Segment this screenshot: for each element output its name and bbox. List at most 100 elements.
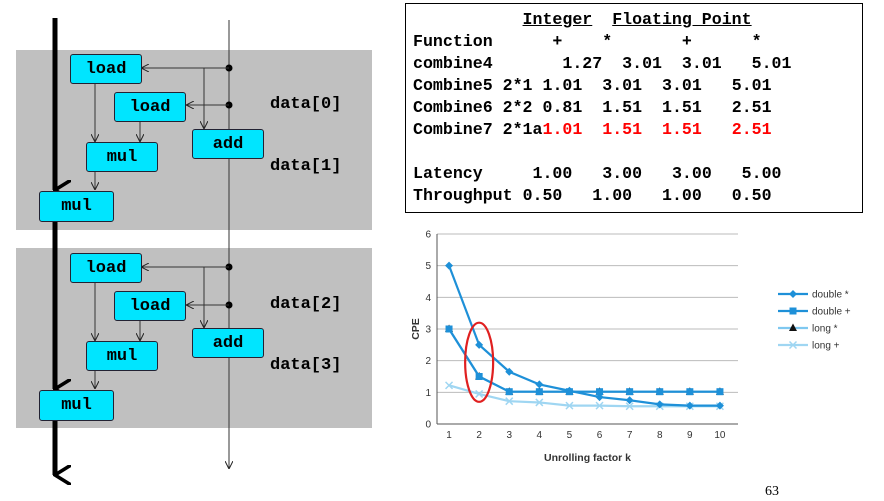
- y-tick-label: 3: [425, 325, 431, 336]
- cell: 1.51: [662, 98, 702, 117]
- x-tick-label: 10: [714, 430, 726, 441]
- diagram-lines: [16, 18, 372, 501]
- table-row: combine4 1.27 3.01 3.01 5.01: [413, 54, 791, 73]
- page-number: 63: [765, 484, 779, 499]
- x-tick-label: 3: [506, 430, 512, 441]
- data-point-double: [715, 401, 724, 410]
- data-point-double: [625, 396, 634, 405]
- data-point-double: [685, 401, 694, 410]
- cell: 1.51: [662, 120, 702, 139]
- cell: 5.01: [751, 54, 792, 73]
- header-fp-add: +: [681, 32, 692, 51]
- data-point-long: [445, 381, 454, 390]
- data-point-double: [505, 388, 513, 396]
- data-point-double: [535, 388, 543, 396]
- cell: 5.00: [741, 164, 782, 183]
- data-point-double: [655, 400, 664, 409]
- load-op-box: load: [114, 291, 186, 321]
- header-function: Function: [413, 32, 493, 51]
- data-point-long: [595, 401, 604, 410]
- data-point-long: [535, 398, 544, 407]
- throughput-row: Throughput 0.50 1.00 1.00 0.50: [413, 186, 772, 205]
- data-point-long: [475, 389, 484, 398]
- y-tick-label: 1: [425, 388, 431, 399]
- x-tick-label: 2: [476, 430, 482, 441]
- cell: 3.01: [602, 76, 643, 95]
- x-tick-label: 4: [537, 430, 543, 441]
- cell: 2.51: [731, 98, 772, 117]
- table-row-highlighted: Combine7 2*1a1.01 1.51 1.51 2.51: [413, 120, 772, 139]
- data-point-double: [595, 393, 604, 402]
- y-tick-label: 2: [425, 356, 431, 367]
- load-op-box: load: [114, 92, 186, 122]
- dataflow-diagram: load load add mul mul load load add mul …: [0, 0, 400, 501]
- cell: 1.00: [532, 164, 573, 183]
- x-tick-label: 7: [627, 430, 633, 441]
- mul-op-box: mul: [86, 142, 158, 172]
- cpe-chart: 0 1 2 3 4 5 6 1 2 3 4 5 6 7 8 9 10 Unrolling factor k CPE d…: [410, 230, 851, 465]
- cell: 5.01: [731, 76, 772, 95]
- table-row: Combine5 2*1 1.01 3.01 3.01 5.01: [413, 76, 772, 95]
- x-tick-label: 1: [446, 430, 452, 441]
- row-unroll: 2*2: [502, 98, 533, 117]
- cell: 3.00: [671, 164, 712, 183]
- y-tick-label: 6: [425, 230, 431, 241]
- legend-marker-double: [789, 307, 797, 315]
- x-tick-label: 8: [657, 430, 663, 441]
- data-label-1: data[1]: [270, 157, 342, 176]
- header-integer: Integer: [522, 10, 593, 29]
- load-op-box: load: [70, 253, 142, 283]
- legend-label-long: long +: [812, 341, 840, 352]
- y-tick-label: 0: [425, 420, 431, 431]
- cell: 3.00: [602, 164, 643, 183]
- cell: 1.00: [592, 186, 633, 205]
- table-row: Combine6 2*2 0.81 1.51 1.51 2.51: [413, 98, 772, 117]
- series-line-long: [448, 384, 720, 408]
- data-point-long: [565, 401, 574, 410]
- cell: 3.01: [662, 76, 702, 95]
- header-int-add: +: [552, 32, 563, 51]
- y-axis-label: CPE: [410, 318, 422, 340]
- data-point-double: [475, 340, 484, 349]
- data-point-long: [505, 397, 514, 406]
- data-point-double: [596, 388, 604, 396]
- legend-label-double: double +: [812, 307, 851, 318]
- x-axis-label: Unrolling factor k: [544, 452, 631, 464]
- cell: 1.27: [562, 54, 603, 73]
- data-point-double: [475, 373, 483, 380]
- legend-marker-double: [789, 290, 797, 298]
- cell: 0.81: [542, 98, 583, 117]
- cell: 1.51: [602, 98, 643, 117]
- row-name: Latency: [413, 164, 483, 183]
- legend-marker-long: [789, 323, 797, 331]
- x-tick-label: 9: [687, 430, 693, 441]
- row-name: combine4: [413, 54, 493, 73]
- data-label-2: data[2]: [270, 295, 342, 314]
- add-op-box: add: [192, 129, 264, 159]
- cell: 0.50: [522, 186, 563, 205]
- cell: 1.01: [542, 76, 583, 95]
- performance-table: Integer Floating Point Function + * + * …: [405, 3, 863, 213]
- load-op-box: load: [70, 54, 142, 84]
- row-unroll: 2*1a: [502, 120, 543, 139]
- data-point-double: [686, 388, 694, 396]
- data-point-double: [716, 388, 724, 396]
- legend-label-double: double *: [812, 290, 849, 301]
- data-point-double: [626, 388, 634, 396]
- table-body: Integer Floating Point Function + * + * …: [413, 9, 791, 207]
- header-int-mul: *: [602, 32, 613, 51]
- mul-op-box: mul: [39, 390, 114, 421]
- row-name: Combine6: [413, 98, 493, 117]
- cell: 2.51: [731, 120, 772, 139]
- cell: 1.51: [602, 120, 643, 139]
- cell: 3.01: [681, 54, 722, 73]
- legend-label-long: long *: [812, 324, 838, 335]
- highlight-ellipse: [464, 321, 495, 403]
- data-point-double: [445, 325, 453, 333]
- mul-op-box: mul: [39, 191, 114, 222]
- data-label-0: data[0]: [270, 95, 342, 114]
- data-point-double: [535, 380, 544, 389]
- series-line-double: [448, 328, 720, 393]
- data-label-3: data[3]: [270, 356, 342, 375]
- header-floating-point: Floating Point: [612, 10, 752, 29]
